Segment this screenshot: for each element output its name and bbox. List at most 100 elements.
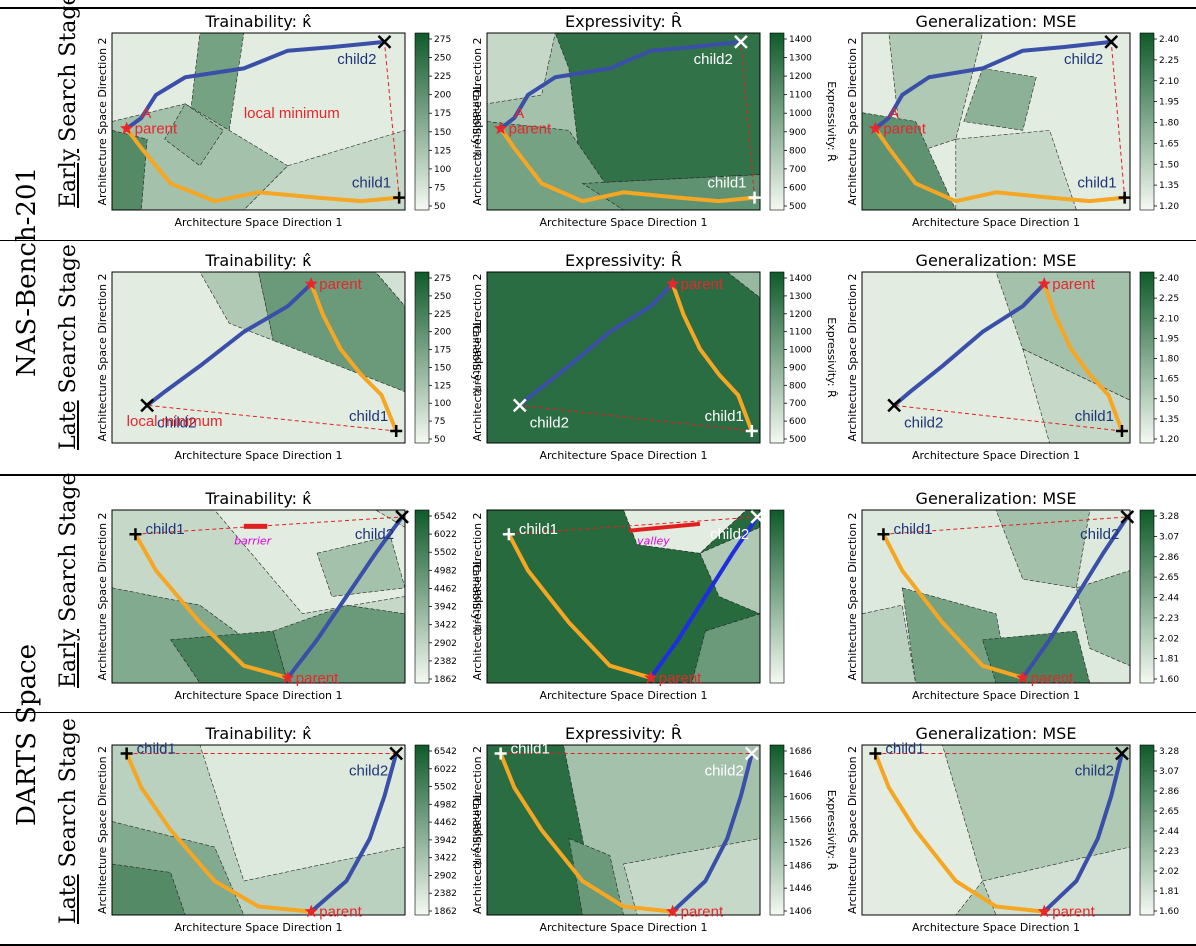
colorbar-tick-label: 2902 bbox=[434, 639, 457, 649]
child2-path bbox=[1042, 751, 1124, 914]
heatmap-region bbox=[164, 103, 224, 167]
heatmap-regions bbox=[112, 272, 405, 443]
colorbar-tick-label: 1.80 bbox=[1159, 119, 1179, 129]
colorbar-tick-label: 1400 bbox=[789, 35, 812, 45]
heatmap-regions bbox=[487, 510, 760, 683]
colorbar-label: Trainability: κ̂ bbox=[470, 84, 483, 159]
colorbar-tick-label: 1566 bbox=[789, 816, 812, 826]
colorbar-tick-label: 1.50 bbox=[1159, 160, 1179, 170]
child2-label: child2 bbox=[337, 51, 376, 68]
child2-label: child2 bbox=[1075, 763, 1114, 780]
colorbar-tick-label: 125 bbox=[434, 381, 451, 391]
colorbar-tick-label: 1.35 bbox=[1159, 415, 1179, 425]
colorbar-tick-label: 800 bbox=[789, 146, 806, 156]
panel-title: Expressivity: R̂ bbox=[565, 12, 682, 31]
colorbar-tick-label: 2.25 bbox=[1159, 56, 1179, 66]
interpolation-line bbox=[519, 404, 752, 432]
child2-marker bbox=[395, 510, 409, 524]
child2-path bbox=[498, 39, 743, 131]
colorbar-tick-label: 1.50 bbox=[1159, 395, 1179, 405]
parent-label: parent bbox=[509, 121, 552, 138]
panel-darts-late-generalization: parent child1 child2 Generalization: MSE Arc… bbox=[846, 724, 1196, 934]
colorbar-tick-label: 1300 bbox=[789, 54, 812, 64]
heatmap-region bbox=[112, 130, 148, 210]
colorbar-tick-label: 6542 bbox=[434, 512, 457, 522]
interpolation-line bbox=[894, 404, 1123, 432]
child2-path bbox=[517, 281, 675, 408]
panel-darts-early-generalization: parent child1 child2 Generalization: MSE Arc… bbox=[846, 489, 1196, 702]
child1-marker bbox=[129, 528, 142, 541]
panel-nas-early-trainability: parent child1 child2 A local minimum Trainabi… bbox=[96, 12, 483, 229]
child1-label: child1 bbox=[349, 408, 388, 425]
bottom-rule bbox=[0, 944, 1196, 946]
colorbar-tick-label: 6022 bbox=[434, 765, 457, 775]
y-axis-label: Architecture Space Direction 2 bbox=[96, 746, 109, 914]
plot-frame bbox=[111, 32, 406, 211]
heatmap-region bbox=[1022, 348, 1130, 443]
child1-label: child1 bbox=[893, 521, 932, 538]
colorbar bbox=[414, 271, 430, 444]
heatmap-regions bbox=[112, 745, 405, 915]
heatmap-regions bbox=[112, 510, 405, 683]
y-axis-label: Architecture Space Direction 2 bbox=[96, 512, 109, 680]
panel-nas-early-expressivity: parent child1 child2 A Expressivity: R̂ Archi… bbox=[471, 12, 838, 229]
colorbar-tick-label: 1.81 bbox=[1159, 655, 1179, 665]
heatmap-region bbox=[955, 130, 1077, 210]
colorbar-tick-label: 1.20 bbox=[1159, 202, 1179, 212]
panel-title: Trainability: κ̂ bbox=[204, 724, 312, 743]
heatmap-regions bbox=[487, 33, 760, 210]
child1-path bbox=[133, 532, 290, 680]
x-axis-label: Architecture Space Direction 1 bbox=[912, 449, 1080, 462]
colorbar-tick-label: 900 bbox=[789, 128, 806, 138]
colorbar bbox=[1139, 509, 1155, 684]
parent-label: parent bbox=[319, 276, 362, 293]
child1-marker bbox=[1115, 425, 1128, 438]
colorbar-tick-label: 3422 bbox=[434, 854, 457, 864]
colorbar-tick-label: 600 bbox=[789, 183, 806, 193]
child1-path bbox=[881, 532, 1025, 680]
parent-label: parent bbox=[1031, 670, 1074, 687]
colorbar-tick-label: 1606 bbox=[789, 793, 812, 803]
colorbar-tick-label: 500 bbox=[789, 435, 806, 445]
colorbar-tick-label: 150 bbox=[434, 363, 451, 373]
child2-marker bbox=[1115, 746, 1129, 761]
child2-path bbox=[1020, 514, 1130, 680]
heatmap-region bbox=[726, 272, 760, 299]
x-axis-label: Architecture Space Direction 1 bbox=[912, 921, 1080, 934]
colorbar-tick-label: 75 bbox=[434, 183, 445, 193]
parent-label: parent bbox=[883, 121, 926, 138]
annotation-A: A bbox=[141, 105, 151, 122]
colorbar-tick-label: 250 bbox=[434, 292, 451, 302]
child1-label: child1 bbox=[145, 521, 184, 538]
plot-frame bbox=[486, 32, 761, 211]
colorbar-tick-label: 3942 bbox=[434, 603, 457, 613]
parent-marker bbox=[304, 276, 318, 290]
x-axis-label: Architecture Space Direction 1 bbox=[174, 449, 342, 462]
group-rule bbox=[0, 474, 1196, 476]
colorbar-tick-label: 125 bbox=[434, 146, 451, 156]
heatmap-region bbox=[995, 510, 1091, 589]
panel-title: Generalization: MSE bbox=[916, 251, 1077, 270]
heatmap-region bbox=[243, 130, 405, 210]
heatmap-region bbox=[487, 272, 760, 443]
child1-path bbox=[873, 751, 1047, 914]
y-axis-label: Architecture Space Direction 2 bbox=[846, 746, 859, 914]
x-axis-label: Architecture Space Direction 1 bbox=[912, 216, 1080, 229]
child1-label: child1 bbox=[707, 175, 746, 192]
heatmap-region bbox=[272, 604, 405, 683]
child2-label: child2 bbox=[1080, 526, 1119, 543]
child2-label: child2 bbox=[904, 414, 943, 431]
colorbar-tick-label: 50 bbox=[434, 202, 446, 212]
colorbar-tick-label: 1.35 bbox=[1159, 181, 1179, 191]
colorbar-tick-label: 225 bbox=[434, 310, 451, 320]
colorbar bbox=[769, 32, 785, 211]
colorbar-tick-label: 900 bbox=[789, 363, 806, 373]
x-axis-label: Architecture Space Direction 1 bbox=[174, 921, 342, 934]
colorbar-tick-label: 1.65 bbox=[1159, 139, 1179, 149]
plot-frame bbox=[111, 744, 406, 916]
plot-frame bbox=[111, 271, 406, 444]
colorbar-tick-label: 225 bbox=[434, 72, 451, 82]
child1-label: child1 bbox=[511, 741, 550, 758]
child1-marker bbox=[1118, 191, 1131, 204]
